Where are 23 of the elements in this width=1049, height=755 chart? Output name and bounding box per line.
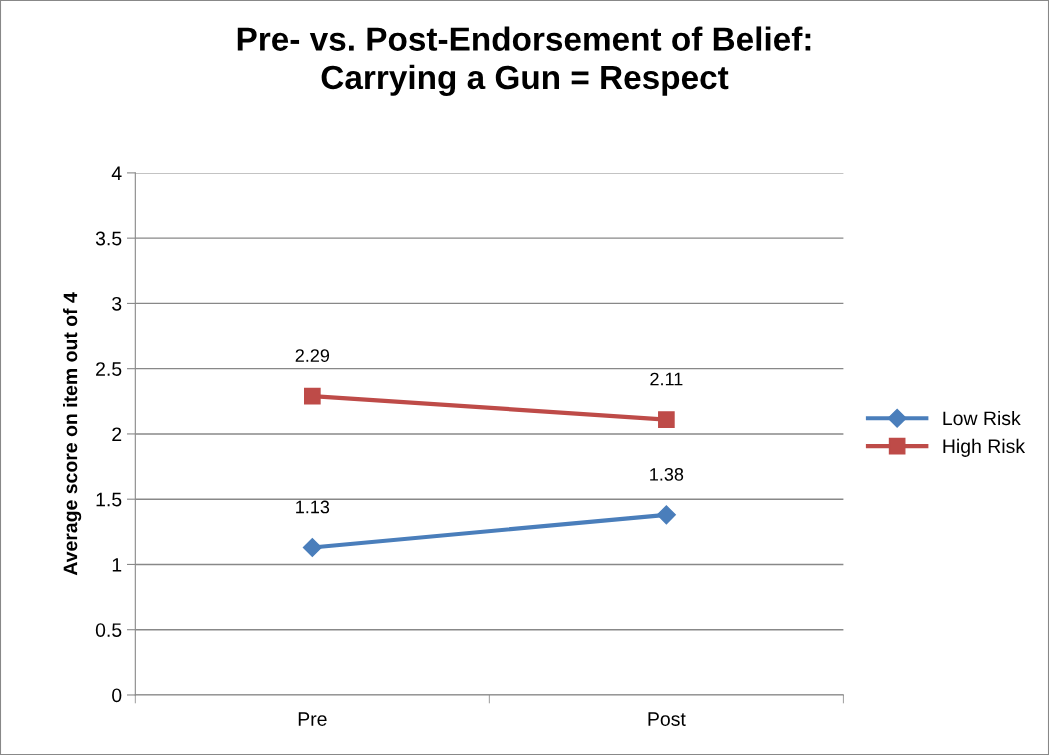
point — [656, 505, 676, 525]
y-axis-title: Average score on item out of 4 — [63, 292, 82, 576]
x-tick-label: Post — [648, 712, 686, 726]
y-tick-label: 2 — [112, 427, 122, 441]
y-tick-label: 3 — [112, 296, 122, 311]
point — [658, 411, 675, 428]
y-tick-label: 1 — [112, 558, 122, 572]
data-label: 2.29 — [295, 349, 330, 362]
y-tick-label: 2.5 — [96, 362, 122, 376]
x-tick-label: Pre — [298, 712, 327, 726]
data-label: 2.11 — [650, 372, 683, 386]
point — [302, 537, 322, 558]
chart-title: Pre- vs. Post-Endorsement of Belief: Carrying a Gun = Respect — [237, 26, 811, 96]
data-label: 1.38 — [650, 467, 684, 481]
y-tick-label: 4 — [111, 166, 122, 180]
legend-label: High Risk — [943, 438, 1026, 457]
y-tick-label: 1.5 — [96, 492, 122, 507]
point — [304, 387, 321, 405]
y-tick-label: 0.5 — [95, 623, 122, 637]
y-tick-label: 3.5 — [95, 231, 122, 246]
legend-label: Low Risk — [943, 410, 1021, 426]
y-tick-label: 0 — [112, 688, 122, 703]
data-label: 1.13 — [296, 500, 330, 514]
